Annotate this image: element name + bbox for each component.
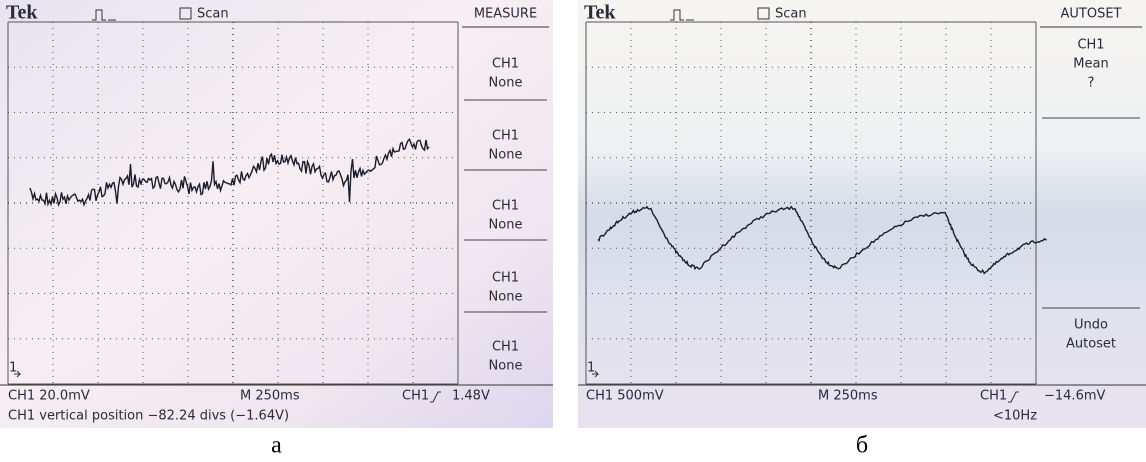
menu-item-line: CH1 — [492, 271, 519, 286]
channel-scale: CH1 20.0mV — [8, 389, 90, 404]
ground-arrow — [14, 370, 22, 378]
waveform — [29, 138, 430, 208]
trigger-channel: CH1 — [980, 389, 1007, 404]
trigger-slope — [430, 391, 441, 403]
menu-item-line: CH1 — [492, 129, 519, 144]
menu-item-line: None — [489, 148, 523, 163]
ground-marker: 1 — [587, 361, 595, 376]
checkbox — [757, 7, 770, 20]
menu-item-line: CH1 — [492, 57, 519, 72]
caption: б — [856, 433, 868, 459]
menu-item-line: None — [489, 76, 523, 91]
brand: Tek — [584, 2, 616, 24]
trigger-icon — [92, 9, 116, 21]
frequency: <10Hz — [993, 409, 1037, 424]
trigger-level: −14.6mV — [1044, 389, 1106, 404]
timebase: M 250ms — [240, 389, 300, 404]
menu-item-line: CH1 — [492, 199, 519, 214]
caption: а — [271, 433, 282, 459]
brand: Tek — [6, 2, 38, 24]
status-line: CH1 vertical position −82.24 divs (−1.64… — [8, 409, 289, 424]
menu-item-line: None — [489, 290, 523, 305]
channel-scale: CH1 500mV — [586, 389, 664, 404]
trigger-slope — [1008, 391, 1019, 403]
menu-item-line: Mean — [1073, 57, 1108, 72]
menu-item-line: CH1 — [492, 340, 519, 355]
trigger-level: 1.48V — [452, 389, 490, 404]
screen-b — [578, 0, 1146, 428]
ground-marker: 1 — [9, 361, 17, 376]
menu-item-line: ? — [1088, 76, 1095, 91]
menu-item-line: CH1 — [1077, 38, 1104, 53]
trigger-mode: Scan — [197, 7, 229, 22]
menu-item-line: Autoset — [1066, 337, 1116, 352]
ground-arrow — [592, 370, 600, 378]
menu-item-line: Undo — [1074, 318, 1108, 333]
menu-title: MEASURE — [474, 7, 537, 22]
checkbox — [179, 7, 192, 20]
menu-title: AUTOSET — [1061, 7, 1122, 22]
waveform — [597, 205, 1047, 275]
screen-a — [0, 0, 553, 428]
menu-item-line: None — [489, 359, 523, 374]
trigger-channel: CH1 — [402, 389, 429, 404]
trigger-mode: Scan — [775, 7, 807, 22]
timebase: M 250ms — [818, 389, 878, 404]
trigger-icon — [670, 9, 694, 21]
menu-item-line: None — [489, 218, 523, 233]
